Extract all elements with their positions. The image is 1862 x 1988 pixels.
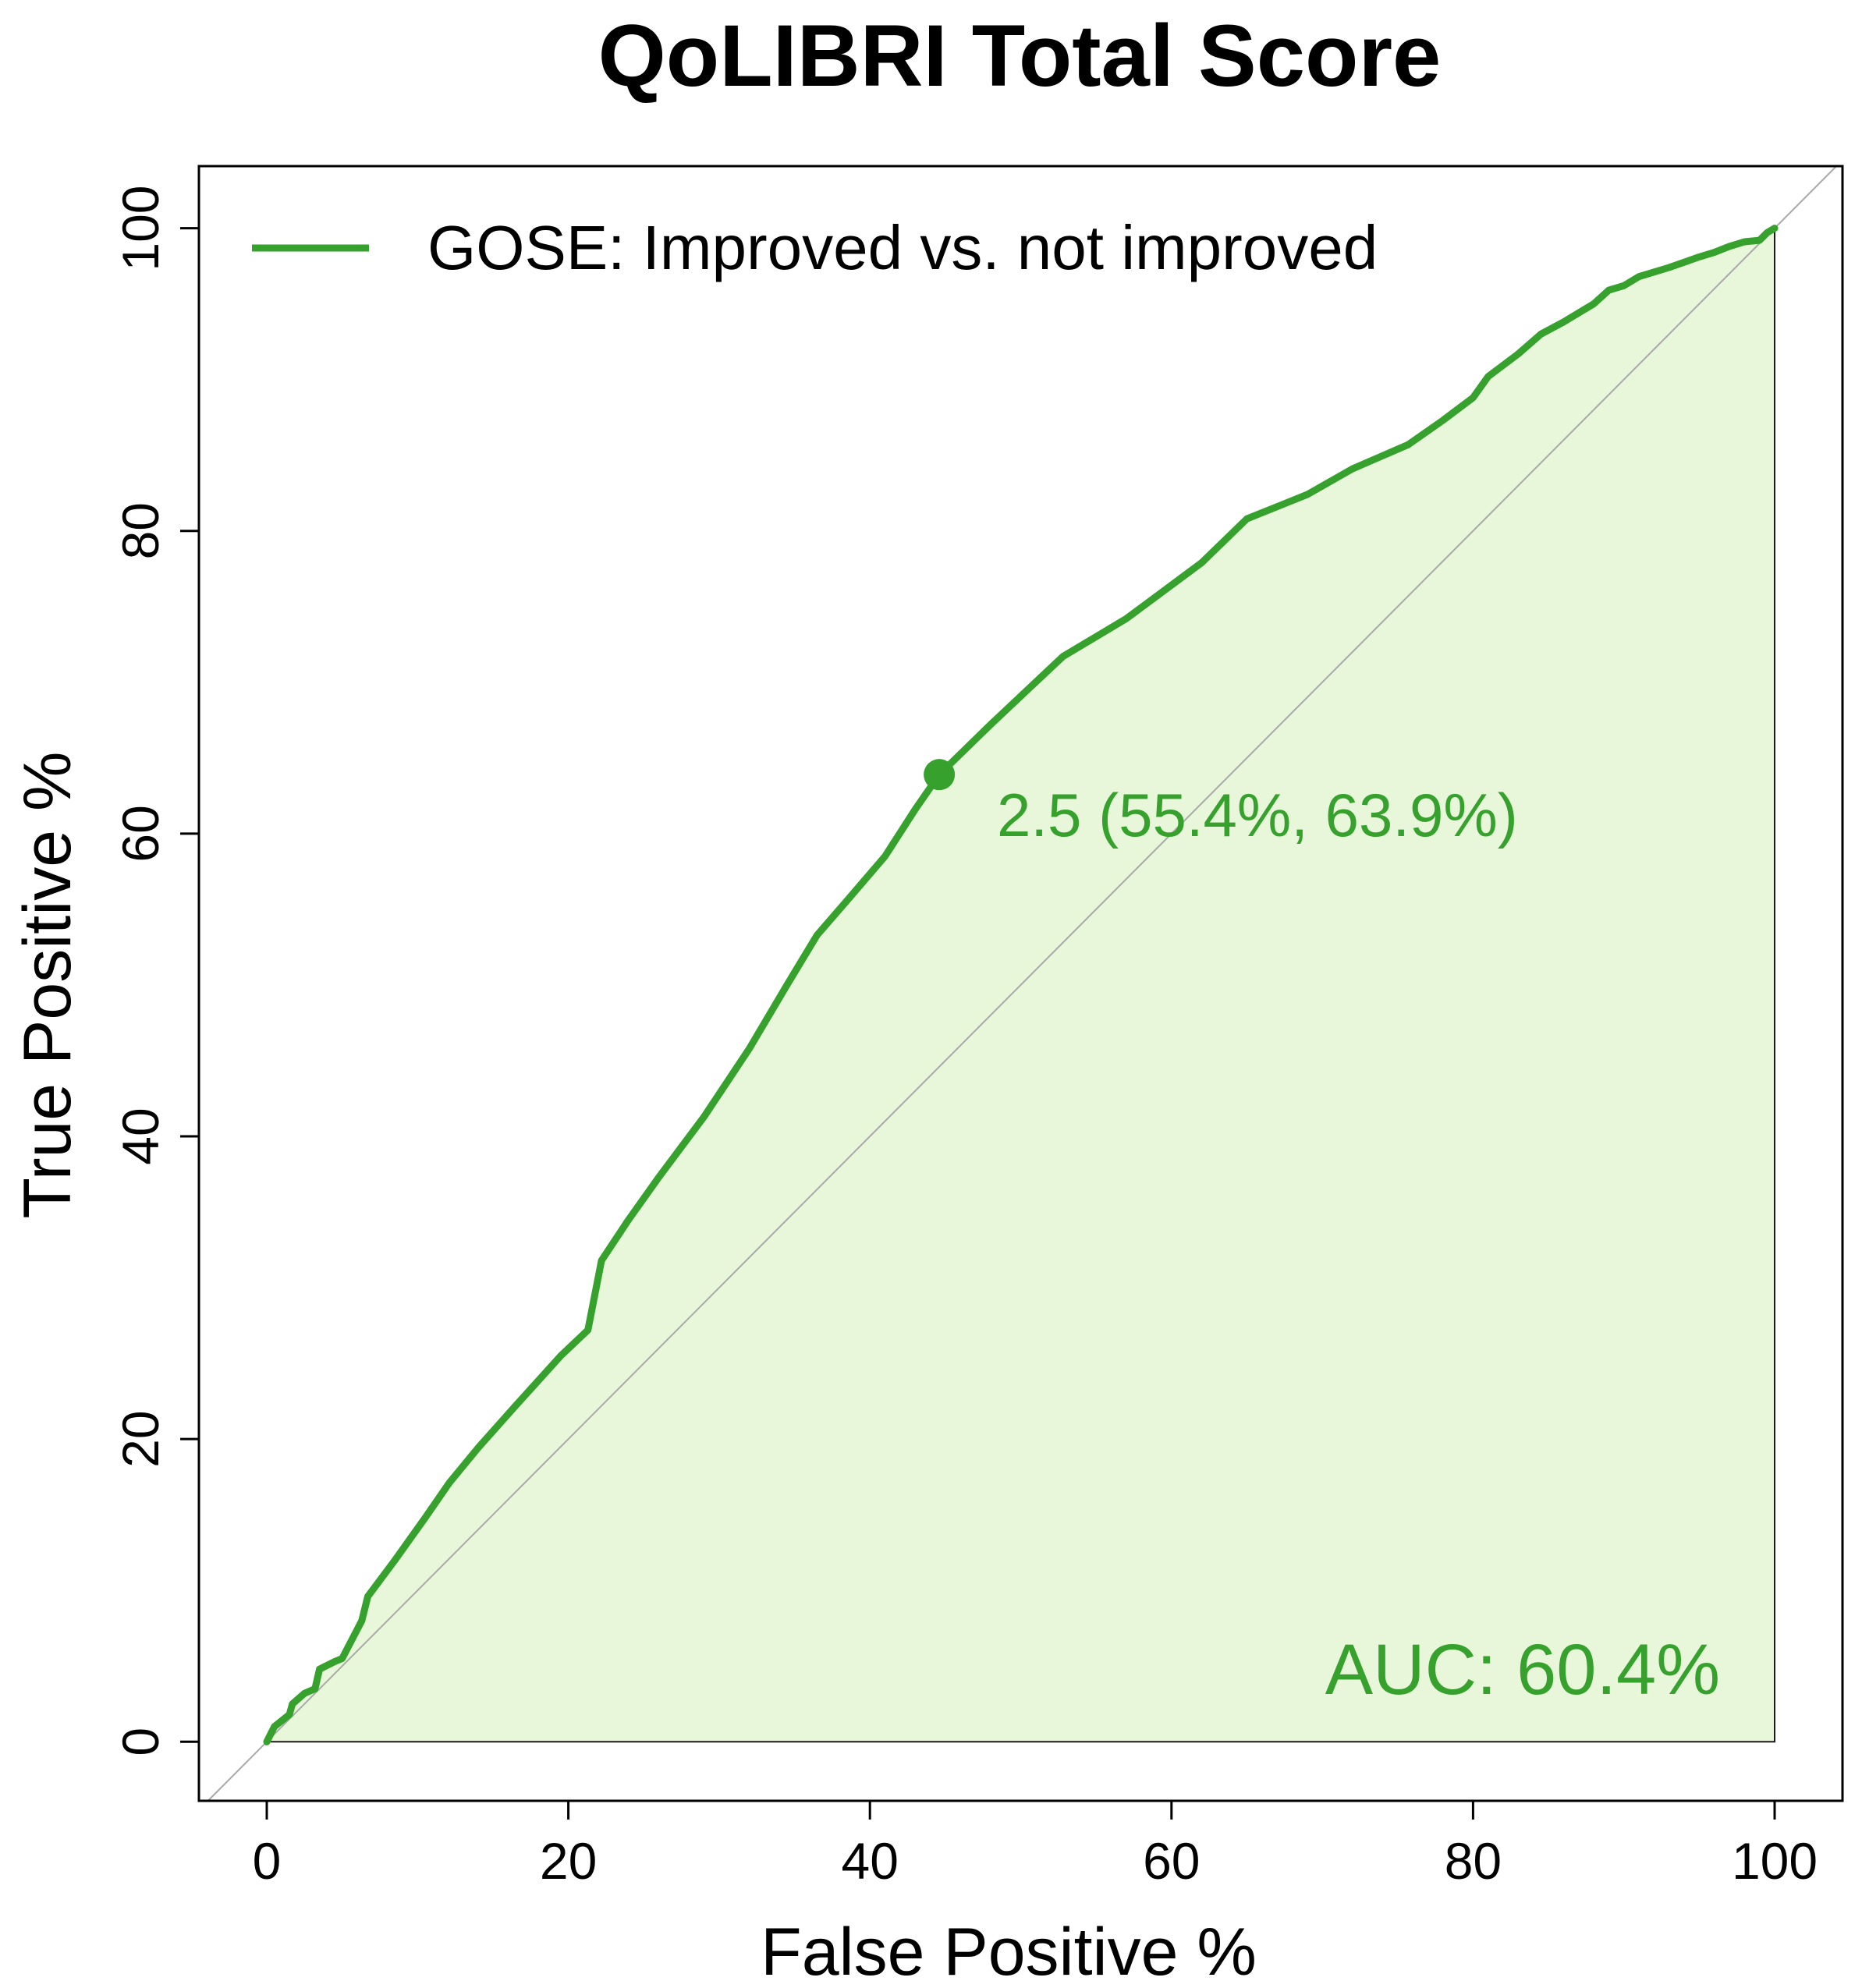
x-tick-label: 20 [540, 1832, 597, 1890]
threshold-label: 2.5 (55.4%, 63.9%) [997, 781, 1518, 849]
x-tick-label: 40 [841, 1832, 898, 1890]
y-axis: 0 20 40 60 80 100 [112, 186, 200, 1756]
x-tick-label: 80 [1445, 1832, 1502, 1890]
y-tick-label: 0 [112, 1728, 169, 1756]
chart-title: QoLIBRI Total Score [598, 7, 1442, 105]
x-tick-label: 100 [1732, 1832, 1818, 1890]
y-tick-label: 100 [112, 186, 169, 271]
y-tick-label: 60 [112, 805, 169, 862]
diagonal-reference-line [207, 165, 1837, 1802]
x-axis-title: False Positive % [761, 1915, 1257, 1988]
legend-label: GOSE: Improved vs. not improved [427, 213, 1378, 282]
x-tick-label: 60 [1143, 1832, 1200, 1890]
x-axis: 0 20 40 60 80 100 [253, 1799, 1818, 1890]
threshold-point [924, 759, 956, 791]
y-axis-title: True Positive % [10, 751, 85, 1218]
x-tick-label: 0 [253, 1832, 282, 1890]
y-tick-label: 40 [112, 1107, 169, 1164]
auc-label: AUC: 60.4% [1325, 1630, 1720, 1710]
plot-area [207, 165, 1837, 1802]
legend: GOSE: Improved vs. not improved [252, 213, 1378, 282]
roc-curve-line [263, 225, 1779, 1745]
y-tick-label: 80 [112, 502, 169, 559]
y-tick-label: 20 [112, 1410, 169, 1467]
